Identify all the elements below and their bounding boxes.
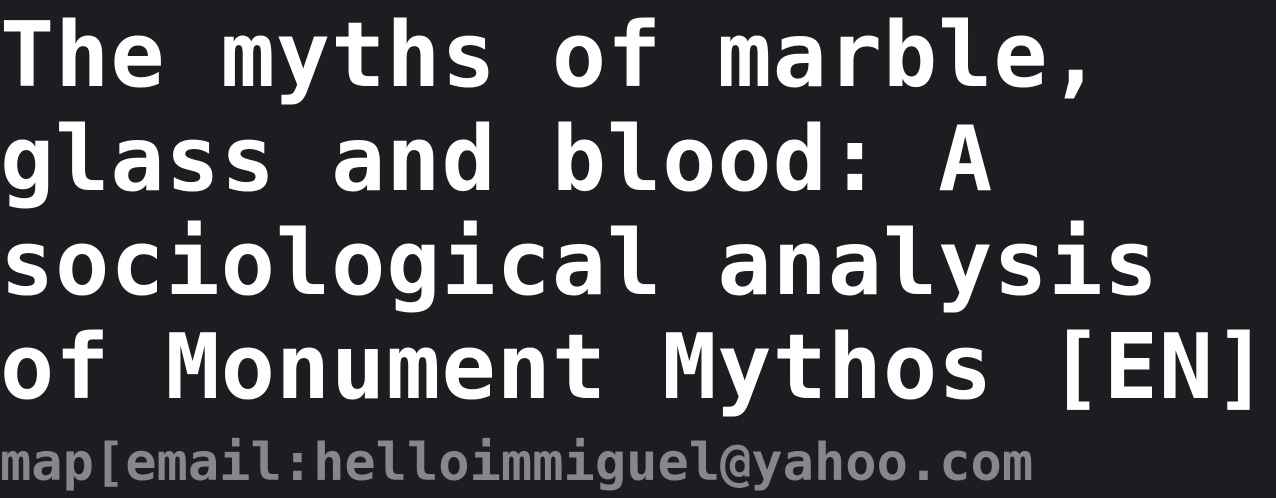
page-title: The myths of marble, glass and blood: A … [0, 3, 1270, 420]
contact-email-text: map[email:helloimmiguel@yahoo.com [0, 433, 1034, 493]
